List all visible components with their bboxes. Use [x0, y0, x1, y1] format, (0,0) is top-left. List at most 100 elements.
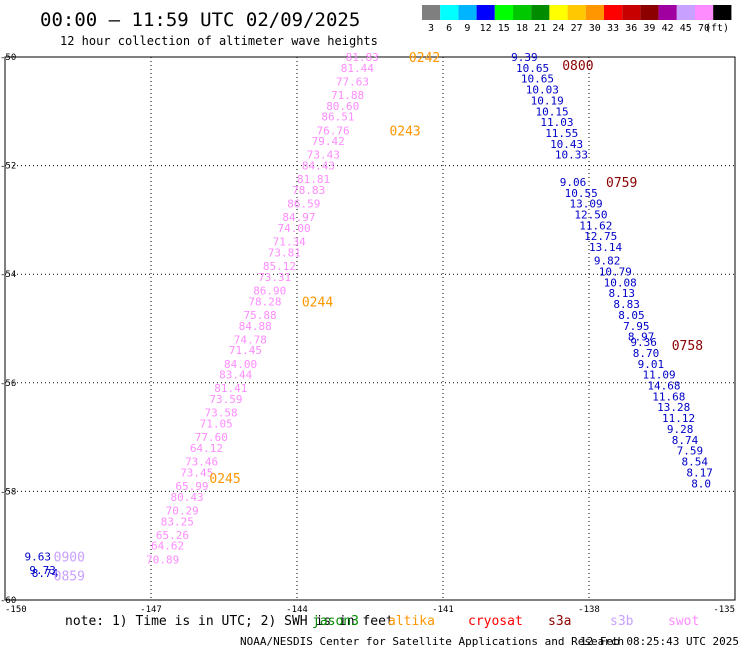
data-point-swot: 70.89: [146, 553, 179, 566]
time-label: 0244: [302, 295, 333, 310]
data-point-swot: 81.83: [346, 51, 379, 64]
data-point-swot: 71.34: [273, 236, 306, 249]
data-point-s3a: 9.39: [511, 51, 537, 64]
data-point-swot: 86.90: [253, 284, 286, 297]
data-point-swot: 73.81: [268, 246, 301, 259]
data-point-swot: 75.88: [243, 309, 276, 322]
data-point-s3a: 10.19: [531, 94, 564, 107]
data-point-swot: 79.42: [312, 135, 345, 148]
data-point-swot: 80.43: [170, 491, 203, 504]
legend-swatch: [458, 5, 477, 20]
data-point-swot: 65.26: [156, 529, 189, 542]
data-point-swot: 73.58: [205, 407, 238, 420]
legend-swatch-label: 18: [516, 23, 528, 34]
legend-swatch: [549, 5, 568, 20]
data-point-swot: 80.60: [326, 100, 359, 113]
time-label: 0800: [562, 59, 593, 74]
legend-swatch-label: 9: [464, 23, 470, 34]
data-point-s3a: 10.79: [599, 265, 632, 278]
data-point-s3a: 14.68: [647, 380, 680, 393]
data-point-swot: 64.12: [190, 442, 223, 455]
data-point-s3b: 9.73: [29, 564, 56, 577]
data-point-s3a: 13.14: [589, 241, 622, 254]
legend-swatch: [513, 5, 532, 20]
data-point-swot: 84.43: [302, 160, 335, 173]
legend-swatch: [476, 5, 495, 20]
data-point-swot: 84.00: [224, 358, 257, 371]
wave-height-legend: 3 6 9 12 15 18 21 24 27 30 33 36 39 42 45 70: [422, 5, 732, 34]
x-tick-label: -147: [140, 605, 162, 615]
data-point-s3a: 10.08: [604, 276, 637, 289]
y-tick-label: -50: [0, 53, 16, 63]
data-point-swot: 85.12: [263, 260, 296, 273]
data-point-swot: 73.43: [307, 149, 340, 162]
data-point-s3a: 13.28: [657, 401, 690, 414]
data-point-s3a: 9.06: [560, 176, 587, 189]
data-point-s3a: 10.15: [535, 105, 568, 118]
data-point-s3a: 8.05: [618, 309, 645, 322]
data-point-swot: 81.81: [297, 173, 330, 186]
data-point-swot: 73.59: [209, 393, 242, 406]
data-point-s3a: 8.97: [628, 331, 655, 344]
legend-swatch: [494, 5, 513, 20]
data-point-swot: 71.05: [200, 418, 233, 431]
data-point-swot: 86.59: [287, 198, 320, 211]
data-point-swot: 70.29: [166, 504, 199, 517]
data-point-s3a: 8.83: [613, 298, 640, 311]
legend-swatch: [567, 5, 586, 20]
data-point-swot: 65.99: [175, 480, 208, 493]
data-point-s3a: 13.09: [570, 198, 603, 211]
legend-swatch: [622, 5, 641, 20]
time-label: 0859: [54, 570, 85, 585]
time-label: 0900: [54, 551, 85, 566]
y-tick-label: -58: [0, 487, 16, 497]
legend-unit: (ft): [705, 23, 729, 34]
data-point-s3a: 10.03: [526, 84, 559, 97]
data-point-swot: 84.88: [239, 320, 272, 333]
data-point-s3a: 8.70: [633, 347, 660, 360]
legend-swatch-label: 70: [698, 23, 710, 34]
data-point-swot: 71.45: [229, 344, 262, 357]
data-point-swot: 73.46: [185, 456, 218, 469]
chart-title: 00:00 – 11:59 UTC 02/09/2025: [40, 9, 360, 31]
time-label: 0245: [209, 472, 240, 487]
footer-timestamp: 12 Feb 08:25:43 UTC 2025: [580, 635, 739, 648]
y-tick-label: -52: [0, 162, 16, 172]
y-tick-label: -60: [0, 596, 16, 606]
data-point-s3a: 8.17: [686, 466, 713, 479]
data-point-s3a: 11.12: [662, 412, 695, 425]
data-point-swot: 74.00: [278, 222, 311, 235]
data-point-s3a: 7.59: [677, 445, 704, 458]
legend-swatch: [422, 5, 441, 20]
data-point-swot: 77.60: [195, 431, 228, 444]
data-point-s3a: 8.54: [681, 456, 708, 469]
data-point-s3a: 12.75: [584, 230, 617, 243]
time-label: 0759: [606, 176, 637, 191]
data-point-swot: 78.28: [248, 295, 281, 308]
legend-swatch: [531, 5, 550, 20]
legend-swatch: [713, 5, 732, 20]
data-point-s3a: 8.13: [608, 287, 635, 300]
legend-swatch-label: 15: [498, 23, 510, 34]
data-point-swot: 64.62: [151, 540, 184, 553]
data-point-s3a: 11.55: [545, 127, 578, 140]
data-point-s3a: 10.43: [550, 138, 583, 151]
data-point-s3a: 8.74: [672, 434, 699, 447]
data-point-swot: 83.25: [161, 515, 194, 528]
data-point-s3b: 8.74: [32, 567, 59, 580]
satellite-legend: jason3 altika cryosat s3a s3b swot: [312, 614, 699, 629]
satellite-legend-item: jason3: [312, 614, 359, 629]
data-point-swot: 78.83: [292, 184, 325, 197]
y-tick-label: -56: [0, 379, 16, 389]
satellite-legend-item: s3a: [548, 614, 571, 629]
data-point-swot: 86.51: [321, 111, 354, 124]
data-point-swot: 83.44: [219, 369, 252, 382]
data-point-swot: 74.78: [234, 333, 267, 346]
satellite-legend-item: altika: [388, 614, 435, 629]
data-point-swot: 73.31: [258, 271, 291, 284]
data-point-swot: 73.45: [180, 466, 213, 479]
legend-swatch-label: 27: [571, 23, 583, 34]
data-point-s3a: 9.01: [638, 358, 665, 371]
